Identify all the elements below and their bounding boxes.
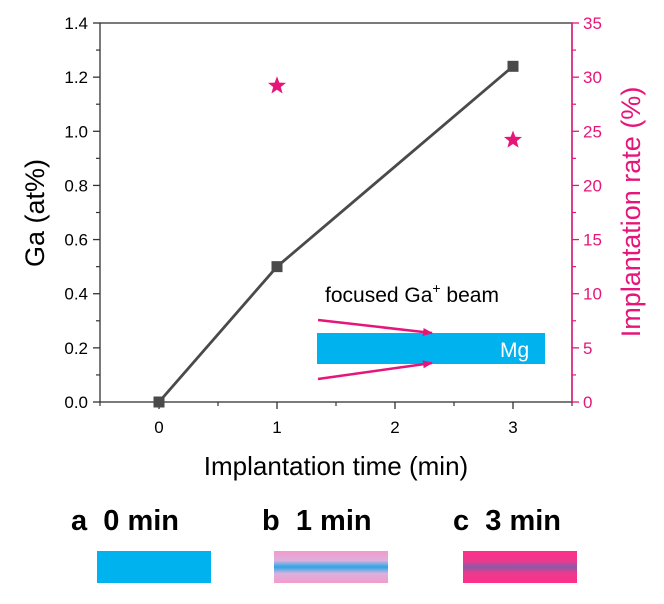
ga-data-point — [153, 396, 165, 408]
x-axis-label: Implantation time (min) — [204, 451, 468, 481]
y2-tick-label: 0 — [583, 393, 592, 412]
sample-swatch-3min — [463, 551, 577, 583]
y-ticks: 0.0 0.2 0.4 0.6 0.8 1.0 1.2 1.4 — [64, 14, 100, 412]
y-tick-label: 0.2 — [64, 339, 88, 358]
y-tick-label: 0.0 — [64, 393, 88, 412]
sample-swatch-1min — [274, 551, 388, 583]
panel-a-label: a 0 min — [71, 505, 180, 537]
panel-c-label: c 3 min — [453, 505, 562, 537]
y2-tick-label: 30 — [583, 68, 602, 87]
panel-b-label: b 1 min — [262, 505, 372, 537]
y-tick-label: 1.2 — [64, 68, 88, 87]
y-tick-label: 0.4 — [64, 285, 88, 304]
beam-arrow-upper — [317, 318, 433, 336]
x-tick-label: 3 — [508, 418, 517, 437]
rate-series-points — [267, 76, 523, 148]
y2-axis-label: Implantation rate (%) — [616, 87, 646, 338]
rate-data-point — [503, 130, 523, 148]
x-tick-label: 0 — [154, 418, 163, 437]
y-tick-label: 1.4 — [64, 14, 88, 33]
y2-tick-label: 10 — [583, 285, 602, 304]
y2-tick-label: 5 — [583, 339, 592, 358]
beam-arrow-lower — [317, 360, 433, 381]
y2-tick-label: 35 — [583, 14, 602, 33]
x-tick-label: 1 — [272, 418, 281, 437]
y-tick-label: 1.0 — [64, 122, 88, 141]
ga-data-point — [271, 261, 283, 273]
y-axis-label: Ga (at%) — [20, 159, 50, 267]
y2-tick-label: 25 — [583, 122, 602, 141]
sample-swatch-0min — [97, 551, 211, 583]
ga-series-points — [153, 60, 519, 408]
y2-tick-label: 20 — [583, 176, 602, 195]
chart: 0 1 2 3 0.0 0.2 0.4 0.6 0.8 1.0 1.2 1.4 0 5 10 15 20 25… — [20, 14, 646, 481]
y-tick-label: 0.8 — [64, 176, 88, 195]
x-ticks: 0 1 2 3 — [99, 402, 573, 437]
mg-label: Mg — [500, 339, 529, 362]
y-tick-label: 0.6 — [64, 231, 88, 250]
y2-tick-label: 15 — [583, 231, 602, 250]
ga-data-point — [507, 60, 519, 72]
rate-data-point — [267, 76, 287, 94]
y2-ticks: 0 5 10 15 20 25 30 35 — [571, 14, 602, 412]
beam-label: focused Ga+ beam — [325, 280, 499, 307]
x-tick-label: 2 — [390, 418, 399, 437]
mg-sample-bar — [317, 333, 545, 364]
